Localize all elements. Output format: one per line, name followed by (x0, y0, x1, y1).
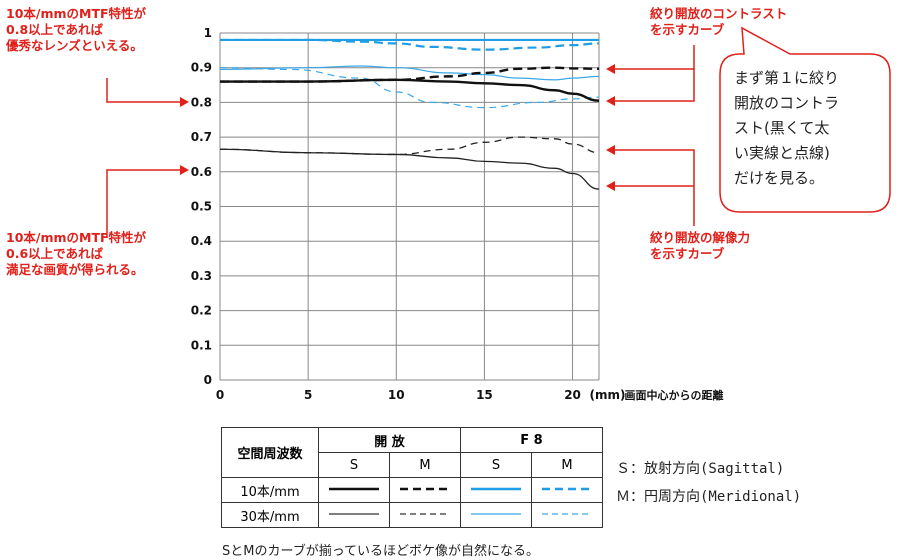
legend-swatch-f8-10-m (531, 477, 603, 503)
x-tick-label: 20 (564, 388, 581, 402)
series-lines (219, 38, 600, 190)
annotation-arrows (106, 45, 695, 238)
legend-swatch-open-10-s (318, 477, 390, 503)
arrowhead-right-contrast-2 (606, 64, 615, 74)
arrow-right-contrast (615, 45, 695, 102)
annotation-right-resolution: 絞り開放の解像力 を示すカーブ (650, 230, 751, 261)
annotation-left-top: 10本/mmのMTF特性が 0.8以上であれば 優秀なレンズといえる。 (6, 6, 147, 53)
series-open-10-m (220, 66, 600, 83)
y-tick-label: 0.1 (191, 338, 212, 352)
legend-swatch-open-10-m (389, 477, 461, 503)
series-f8-30-m (219, 67, 600, 109)
annotation-left-bottom: 10本/mmのMTF特性が 0.6以上であれば 満足な画質が得られる。 (6, 230, 147, 277)
series-f8-10-m (220, 38, 600, 51)
x-axis-unit: (mm) (590, 388, 626, 402)
legend-swatch-f8-10-s (460, 477, 532, 503)
arrow-left-top (106, 78, 180, 103)
legend-row-10: 10本/mm (221, 477, 319, 503)
arrowhead-right-resolution (606, 145, 615, 155)
grid (219, 32, 600, 381)
legend-table: 空間周波数 開 放 F 8 S M S M 10本/mm 30本/mm (221, 427, 603, 528)
legend-m-description: Ｍ：円周方向(Meridional) (616, 489, 802, 505)
x-tick-label: 5 (304, 388, 312, 402)
arrow-right-resolution (615, 149, 695, 226)
series-open-10-s (220, 78, 600, 102)
arrowhead-left-top (180, 97, 189, 107)
y-tick-label: 0.2 (191, 304, 212, 318)
arrowhead-right-contrast (606, 96, 615, 106)
y-tick-label: 0.8 (191, 95, 212, 109)
x-tick-label: 0 (216, 388, 224, 402)
legend-swatch-open-30-m (389, 502, 461, 528)
annotation-right-contrast: 絞り開放のコントラスト を示すカーブ (650, 6, 788, 37)
legend-col-m-f8: M (531, 452, 603, 478)
series-open-30-s (219, 148, 600, 190)
y-tick-label: 0 (204, 373, 212, 387)
x-tick-labels: 0 5 10 15 20 (216, 388, 581, 402)
legend-s-description: Ｓ：放射方向(Sagittal) (616, 461, 785, 477)
legend-swatch-f8-30-m (531, 502, 603, 528)
legend-swatch-open-30-s (318, 502, 390, 528)
legend-col-s-f8: S (460, 452, 532, 478)
bubble-text: まず第１に絞り 開放のコントラ スト(黒くて太 い実線と点線) だけを見る。 (734, 69, 840, 187)
legend-header-f8: F 8 (460, 427, 603, 453)
y-tick-label: 0.6 (191, 165, 212, 179)
x-tick-label: 10 (388, 388, 405, 402)
y-tick-label: 0.5 (191, 200, 212, 214)
arrowhead-right-resolution-2 (606, 181, 615, 191)
legend-col-s-open: S (318, 452, 390, 478)
legend-swatch-f8-30-s (460, 502, 532, 528)
y-tick-label: 0.4 (191, 234, 212, 248)
legend-row-30: 30本/mm (221, 502, 319, 528)
legend-header-open: 開 放 (318, 427, 461, 453)
series-open-30-m (219, 136, 600, 156)
y-tick-labels: 0 0.1 0.2 0.3 0.4 0.5 0.6 0.7 0.8 0.9 1 (191, 26, 212, 387)
x-tick-label: 15 (476, 388, 493, 402)
y-tick-label: 0.7 (191, 130, 212, 144)
arrow-left-bottom (106, 169, 180, 238)
arrowhead-left-bottom (180, 165, 189, 175)
legend-col-m-open: M (389, 452, 461, 478)
y-tick-label: 0.9 (191, 61, 212, 75)
series-f8-30-s (219, 65, 600, 81)
y-tick-label: 1 (204, 26, 212, 40)
y-tick-label: 0.3 (191, 269, 212, 283)
x-axis-label: 画面中心からの距離 (625, 388, 724, 402)
legend-footer: SとMのカーブが揃っているほどボケ像が自然になる。 (222, 544, 540, 559)
speech-bubble (719, 26, 891, 213)
legend-header-freq: 空間周波数 (221, 427, 319, 478)
